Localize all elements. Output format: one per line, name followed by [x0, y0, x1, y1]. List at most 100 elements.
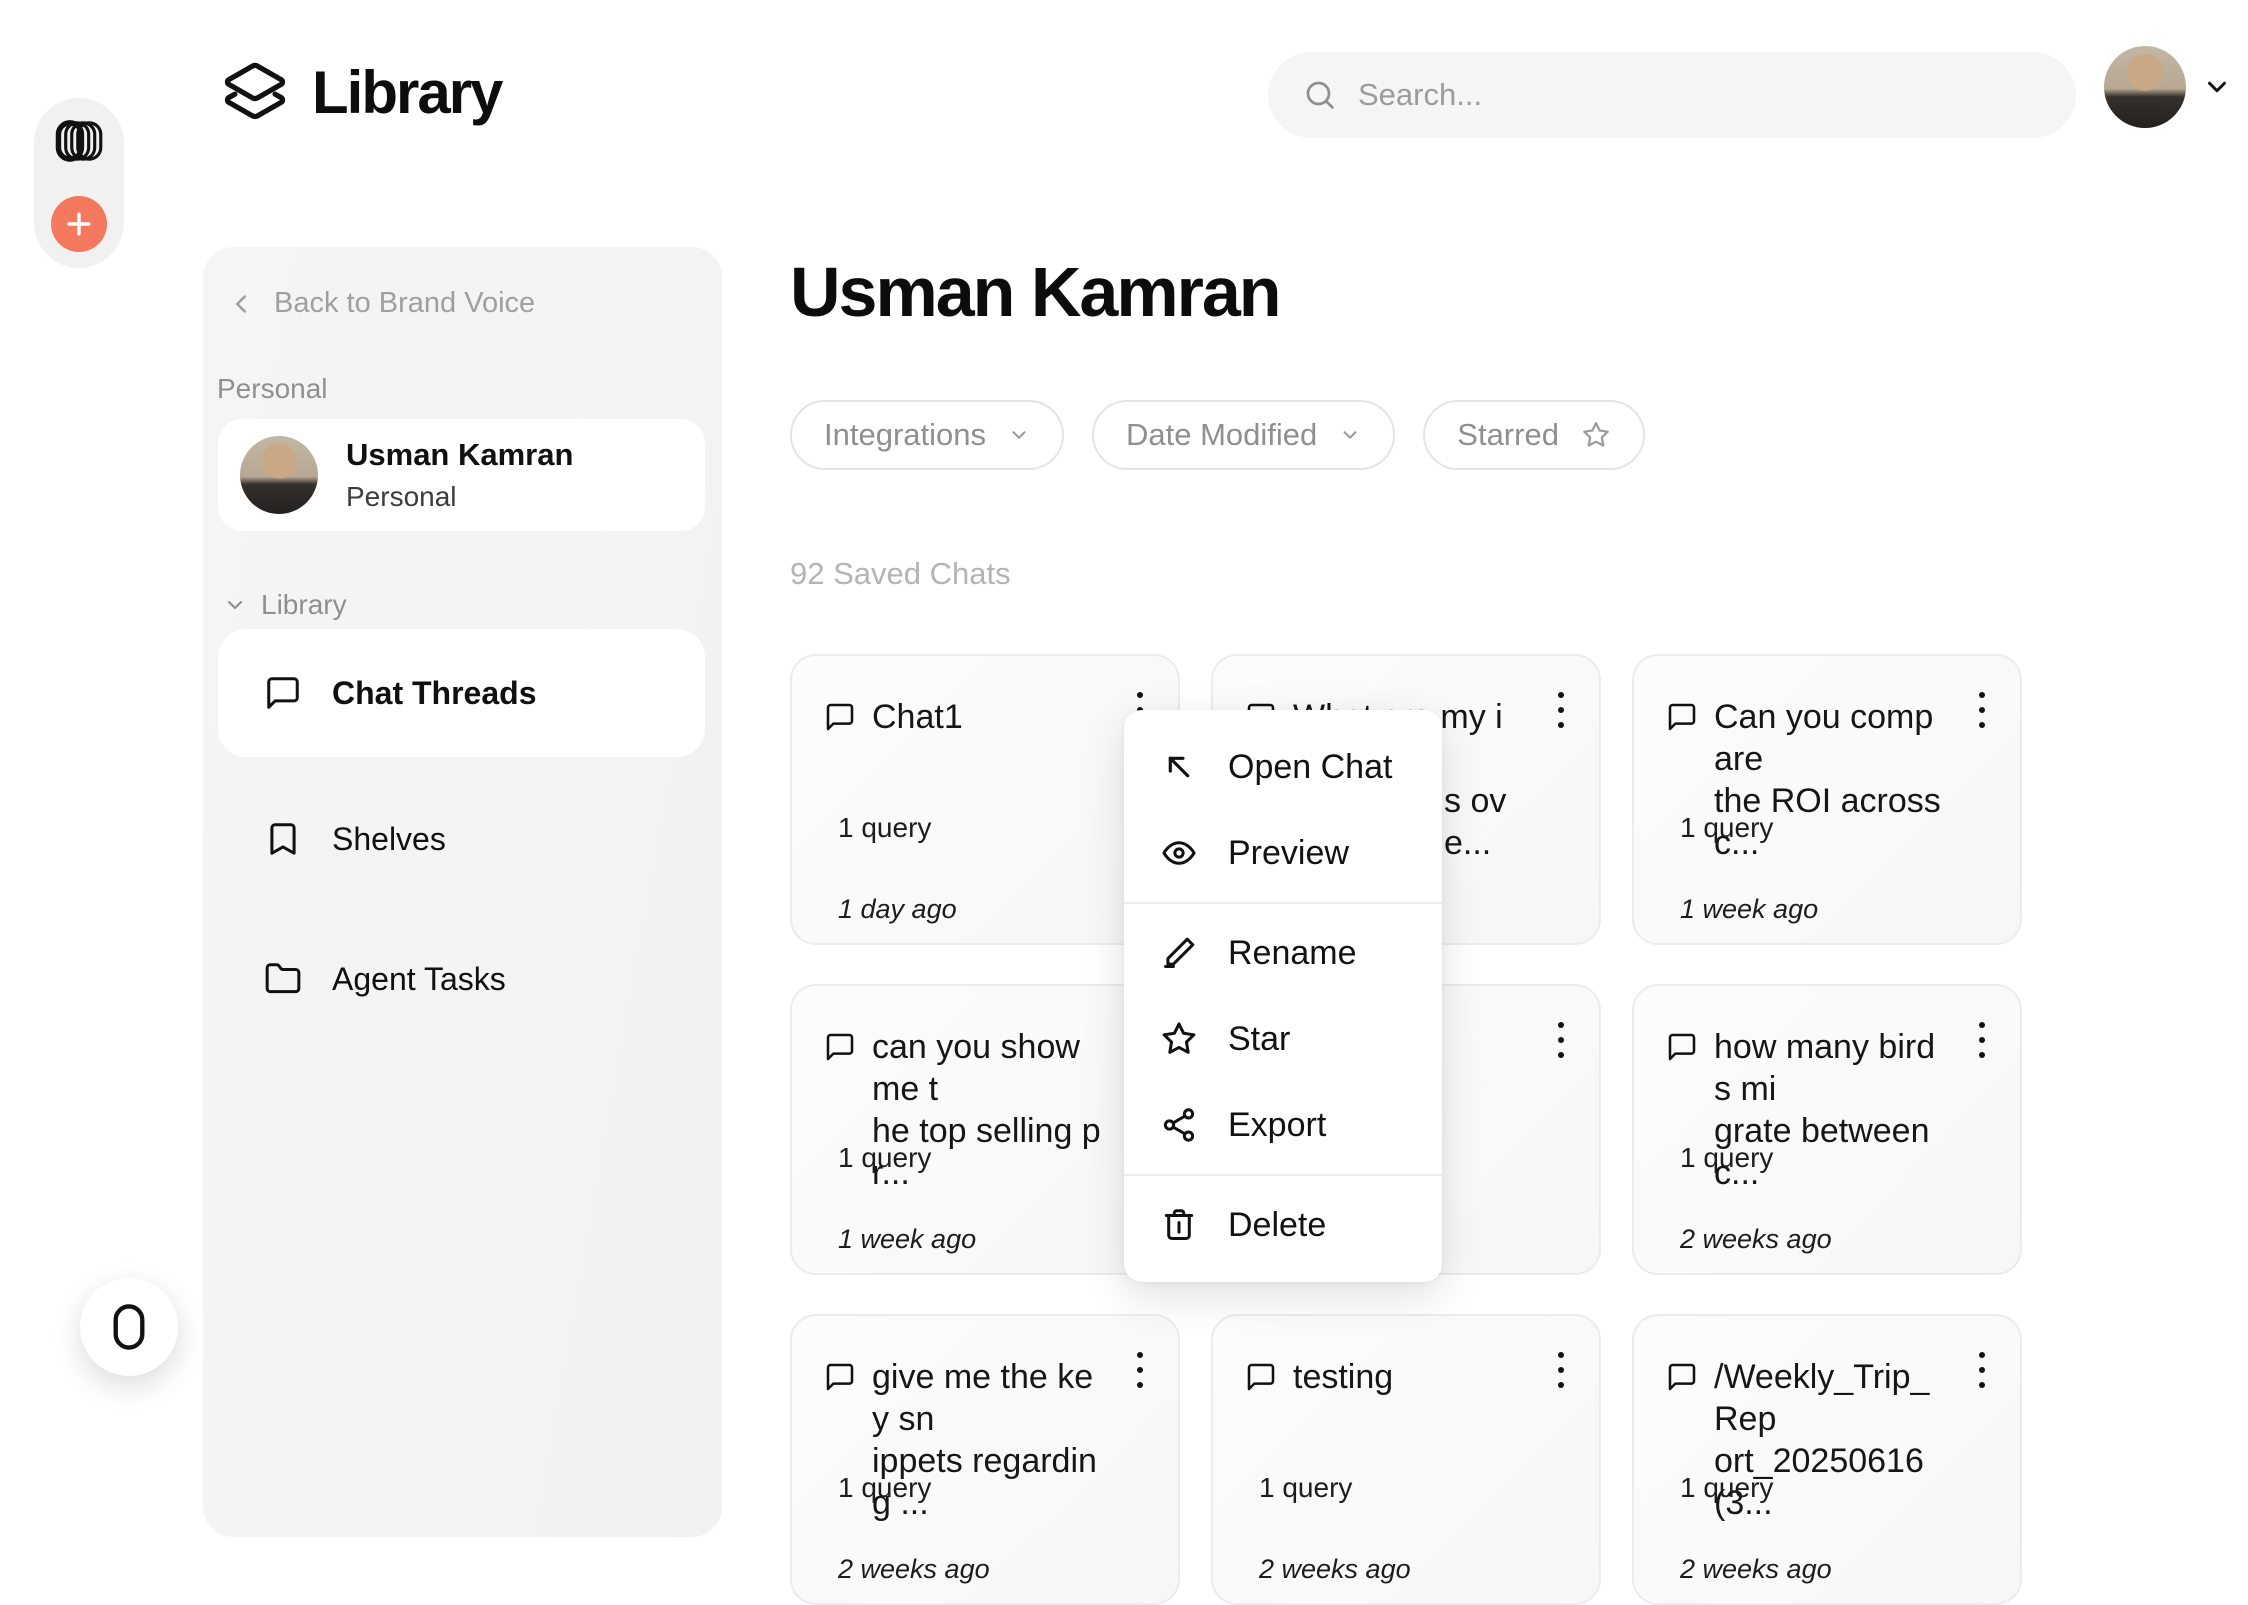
- chat-card-title: /Weekly_Trip_Rep ort_20250616(3...: [1714, 1358, 1930, 1522]
- menu-item-export[interactable]: Export: [1124, 1082, 1442, 1168]
- chat-bubble-icon: [1666, 1031, 1698, 1063]
- bookmark-icon: [264, 820, 302, 858]
- avatar[interactable]: [2104, 46, 2186, 128]
- plus-icon: [62, 207, 96, 241]
- new-chat-button[interactable]: [51, 196, 107, 252]
- chat-bubble-icon: [824, 701, 856, 733]
- query-count: 1 query: [838, 1142, 932, 1173]
- eye-icon: [1160, 834, 1198, 872]
- layers-logo-icon: [222, 60, 288, 126]
- library-section-label: Library: [261, 589, 347, 620]
- chat-bubble-icon: [1666, 1361, 1698, 1393]
- chat-card-title: Can you compare the ROI across c...: [1714, 698, 1941, 862]
- card-menu-button[interactable]: [1118, 1338, 1162, 1402]
- star-icon: [1581, 420, 1611, 450]
- assistant-fab-button[interactable]: [80, 1278, 178, 1376]
- chat-card-title: give me the key sn ippets regarding ...: [872, 1358, 1097, 1522]
- timestamp: 1 day ago: [838, 894, 957, 924]
- timestamp: 2 weeks ago: [1259, 1554, 1411, 1584]
- menu-item-delete[interactable]: Delete: [1124, 1182, 1442, 1268]
- menu-item-rename[interactable]: Rename: [1124, 910, 1442, 996]
- chat-card-title: can you show me t he top selling pr...: [872, 1028, 1101, 1192]
- card-menu-button[interactable]: [1960, 1008, 2004, 1072]
- chat-card[interactable]: can you show me t he top selling pr... 1 …: [790, 984, 1180, 1275]
- chevron-down-icon[interactable]: [2202, 72, 2232, 102]
- menu-divider: [1124, 902, 1442, 904]
- search-bar[interactable]: [1268, 52, 2076, 138]
- query-count: 1 query: [1680, 812, 1774, 843]
- pencil-icon: [1160, 934, 1198, 972]
- card-context-menu: Open Chat Preview Rename Star Export Del…: [1124, 710, 1442, 1282]
- back-to-brand-voice-link[interactable]: Back to Brand Voice: [226, 287, 535, 320]
- chevron-down-icon: [223, 593, 247, 617]
- profile-card[interactable]: Usman Kamran Personal: [218, 419, 705, 531]
- chat-bubble-icon: [1666, 701, 1698, 733]
- date-modified-filter[interactable]: Date Modified: [1092, 400, 1396, 470]
- card-menu-button[interactable]: [1539, 1008, 1583, 1072]
- menu-item-star[interactable]: Star: [1124, 996, 1442, 1082]
- card-menu-button[interactable]: [1960, 1338, 2004, 1402]
- app-brand: Library: [222, 58, 503, 127]
- integrations-filter[interactable]: Integrations: [790, 400, 1064, 470]
- sidebar: Back to Brand Voice Personal Usman Kamra…: [203, 247, 722, 1537]
- sidebar-item-label: Chat Threads: [332, 674, 537, 711]
- card-menu-button[interactable]: [1539, 1338, 1583, 1402]
- chevron-down-icon: [1008, 424, 1030, 446]
- timestamp: 1 week ago: [838, 1224, 977, 1254]
- chat-card[interactable]: give me the key sn ippets regarding ... 1…: [790, 1314, 1180, 1605]
- chat-bubble-icon: [1245, 1361, 1277, 1393]
- chat-card[interactable]: how many birds mi grate between c... 1 qu…: [1632, 984, 2022, 1275]
- profile-name: Usman Kamran: [346, 437, 574, 472]
- search-icon: [1302, 77, 1338, 113]
- chat-card[interactable]: testing 1 query 2 weeks ago: [1211, 1314, 1601, 1605]
- avatar: [240, 436, 318, 514]
- share-icon: [1160, 1106, 1198, 1144]
- profile-subtitle: Personal: [346, 481, 457, 512]
- chevron-left-icon: [226, 289, 256, 319]
- sidebar-item-shelves[interactable]: Shelves: [218, 807, 705, 871]
- sidebar-item-chat-threads[interactable]: Chat Threads: [218, 629, 705, 757]
- chat-bubble-icon: [824, 1361, 856, 1393]
- chat-card-title: testing: [1293, 1358, 1394, 1396]
- card-menu-button[interactable]: [1539, 678, 1583, 742]
- sidebar-item-label: Agent Tasks: [332, 960, 506, 997]
- saved-chats-count: 92 Saved Chats: [790, 556, 1011, 591]
- back-label: Back to Brand Voice: [274, 287, 536, 319]
- search-input[interactable]: [1358, 77, 2042, 113]
- timestamp: 1 week ago: [1680, 894, 1819, 924]
- timestamp: 2 weeks ago: [1680, 1224, 1832, 1254]
- filter-bar: Integrations Date Modified Starred: [790, 400, 1645, 470]
- chat-card-title: how many birds mi grate between c...: [1714, 1028, 1936, 1192]
- personal-section-label: Personal: [217, 373, 328, 404]
- query-count: 1 query: [838, 1472, 932, 1503]
- chat-card[interactable]: Can you compare the ROI across c... 1 que…: [1632, 654, 2022, 945]
- left-rail: [34, 98, 124, 268]
- starred-filter[interactable]: Starred: [1423, 400, 1645, 470]
- folder-icon: [264, 960, 302, 998]
- chat-card-title: Chat1: [872, 698, 963, 736]
- arrow-up-left-icon: [1160, 748, 1198, 786]
- query-count: 1 query: [1680, 1472, 1774, 1503]
- chat-bubble-icon: [264, 674, 302, 712]
- library-section-toggle[interactable]: Library: [223, 589, 347, 621]
- menu-item-open-chat[interactable]: Open Chat: [1124, 724, 1442, 810]
- account-menu[interactable]: [2104, 46, 2232, 128]
- chevron-down-icon: [1339, 424, 1361, 446]
- query-count: 1 query: [838, 812, 932, 843]
- timestamp: 2 weeks ago: [1680, 1554, 1832, 1584]
- chat-card[interactable]: /Weekly_Trip_Rep ort_20250616(3... 1 quer…: [1632, 1314, 2022, 1605]
- chat-card[interactable]: Chat1 1 query 1 day ago: [790, 654, 1180, 945]
- o-logo-icon: [100, 1298, 158, 1356]
- chat-bubble-icon: [824, 1031, 856, 1063]
- star-icon: [1160, 1020, 1198, 1058]
- timestamp: 2 weeks ago: [838, 1554, 990, 1584]
- query-count: 1 query: [1680, 1142, 1774, 1173]
- card-menu-button[interactable]: [1960, 678, 2004, 742]
- menu-item-preview[interactable]: Preview: [1124, 810, 1442, 896]
- menu-divider: [1124, 1174, 1442, 1176]
- trash-icon: [1160, 1206, 1198, 1244]
- sidebar-item-agent-tasks[interactable]: Agent Tasks: [218, 947, 705, 1011]
- workspace-title: Usman Kamran: [790, 253, 1282, 331]
- page-title: Library: [312, 59, 503, 126]
- rings-logo-icon: [50, 112, 108, 170]
